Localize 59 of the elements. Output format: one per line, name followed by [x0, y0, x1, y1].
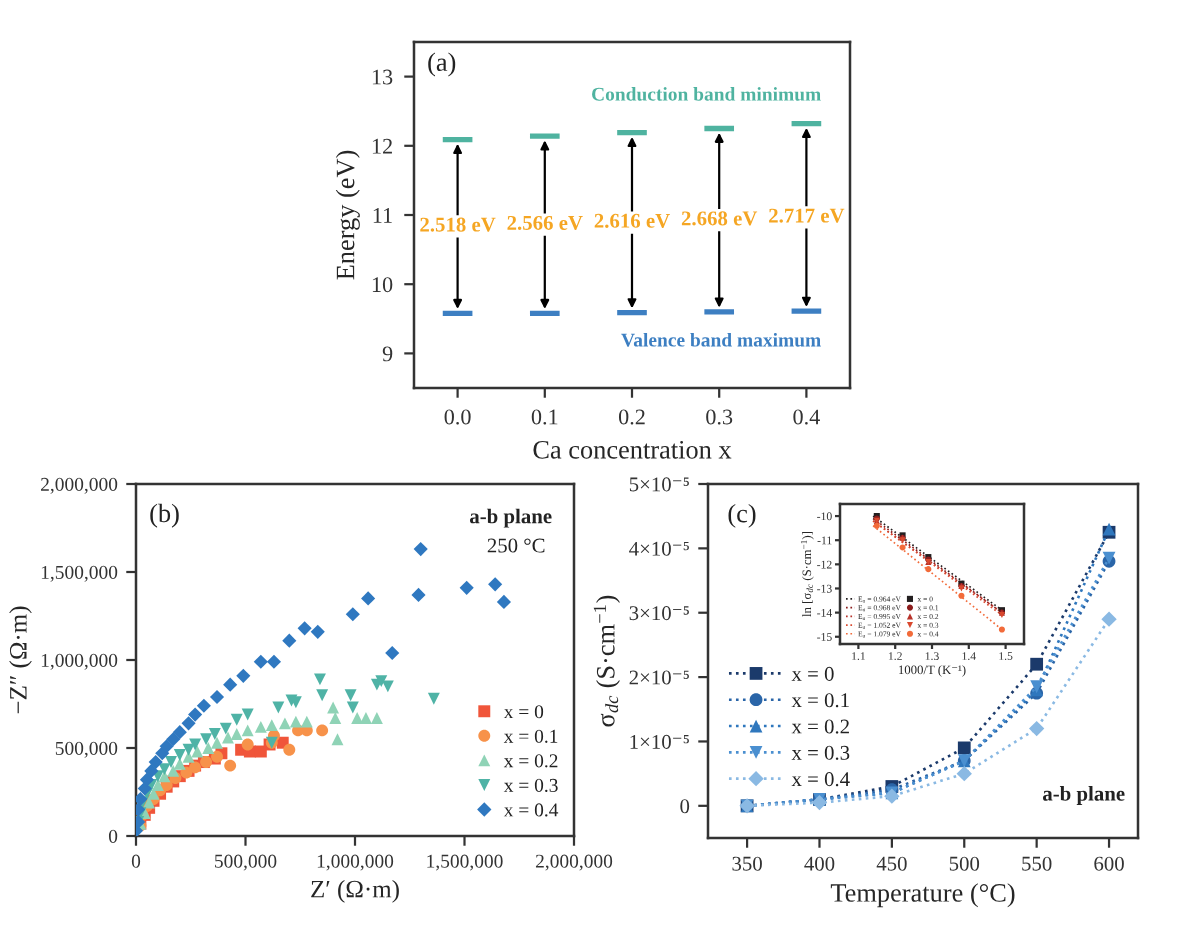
- annotation: 2.616 eV: [594, 213, 670, 228]
- legend-label: x = 0.3: [791, 745, 850, 760]
- legend-label: x = 0.2: [503, 754, 558, 768]
- annotation: 2.518 eV: [420, 217, 496, 232]
- y-axis-title: σ$_{dc}$ (S·cm$^{−1}$): [593, 595, 620, 727]
- y-tick-label: 500,000: [55, 741, 118, 758]
- legend-label: x = 0.4: [503, 803, 559, 817]
- y-tick-label: 0: [108, 829, 118, 843]
- y-tick-label: 2×10⁻⁵: [629, 670, 689, 685]
- x-axis-title: Temperature (°C): [830, 883, 1015, 908]
- x-tick-label: 600: [1094, 856, 1124, 871]
- x-axis-title: Z′ (Ω·m): [311, 880, 399, 903]
- y-tick-label: 2,000,000: [41, 477, 118, 494]
- x-tick-label: 500: [949, 856, 980, 871]
- y-tick-label: 5×10⁻⁵: [629, 477, 689, 492]
- annotation: 2.566 eV: [507, 215, 583, 231]
- legend-label: x = 0: [503, 705, 544, 719]
- y-tick-label: 11: [373, 208, 392, 223]
- x-axis-title: Ca concentration x: [533, 440, 732, 459]
- legend-label: x = 0.1: [503, 729, 558, 743]
- legend-label: x = 0.3: [503, 778, 558, 793]
- legend-label: x = 0.4: [791, 772, 850, 787]
- annotation: a-b plane: [470, 508, 552, 528]
- y-tick-label: 1×10⁻⁵: [630, 734, 689, 749]
- y-tick-label: 3×10⁻⁵: [629, 606, 689, 621]
- annotation: (c): [728, 503, 756, 528]
- x-tick-label: 0: [131, 854, 141, 868]
- annotation: (b): [150, 503, 179, 528]
- annotation: a-b plane: [1043, 786, 1125, 805]
- y-axis-title: Energy (eV): [335, 150, 360, 280]
- x-tick-label: 400: [804, 856, 835, 871]
- x-tick-label: 500,000: [215, 854, 277, 871]
- x-tick-label: 0.0: [444, 409, 471, 425]
- legend-label: x = 0: [791, 666, 834, 681]
- x-tick-label: 0.1: [531, 409, 558, 425]
- y-tick-label: 9: [382, 346, 393, 362]
- y-tick-label: 4×10⁻⁵: [629, 541, 689, 556]
- y-axis-title: −Z″ (Ω·m): [9, 606, 32, 714]
- series-label: Valence band maximum: [621, 332, 821, 347]
- x-tick-label: 0.3: [706, 409, 733, 425]
- annotation: 250 °C: [487, 538, 545, 553]
- x-tick-label: 1,500,000: [427, 854, 503, 871]
- x-tick-label: 0.2: [618, 409, 645, 425]
- y-tick-label: 0: [680, 799, 690, 814]
- annotation: (a): [428, 52, 456, 77]
- annotation: 2.668 eV: [681, 211, 758, 226]
- y-tick-label: 12: [372, 138, 392, 154]
- x-tick-label: 0.4: [793, 409, 820, 425]
- y-tick-label: 1,500,000: [41, 565, 118, 582]
- y-tick-label: 10: [372, 277, 393, 293]
- x-tick-label: 2,000,000: [535, 854, 613, 871]
- x-tick-label: 350: [732, 856, 762, 871]
- x-tick-label: 450: [876, 856, 907, 871]
- series-label: Conduction band minimum: [592, 87, 821, 101]
- legend-label: x = 0.2: [791, 719, 849, 734]
- x-tick-label: 550: [1022, 856, 1052, 871]
- legend-label: x = 0.1: [791, 693, 849, 708]
- annotation: 2.717 eV: [769, 208, 845, 223]
- y-tick-label: 13: [372, 69, 393, 85]
